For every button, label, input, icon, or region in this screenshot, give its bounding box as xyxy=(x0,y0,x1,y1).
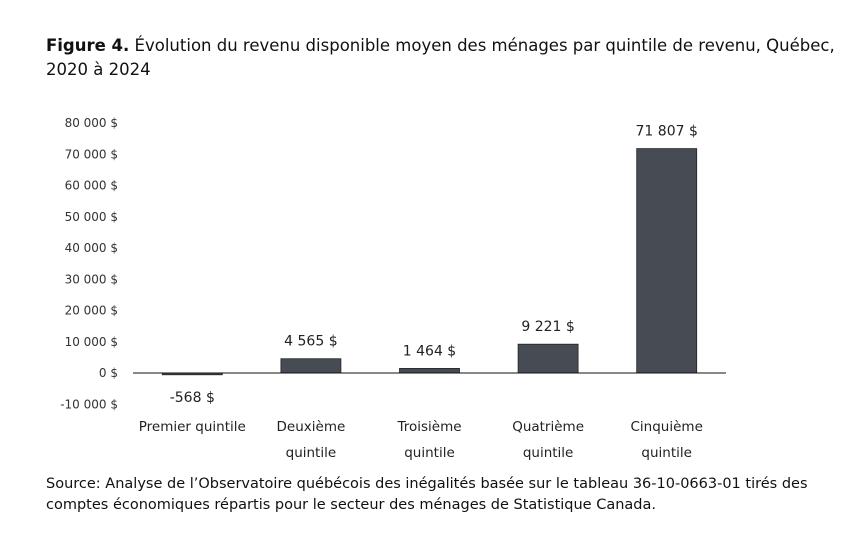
bar xyxy=(399,368,460,374)
source-note: Source: Analyse de l’Observatoire québéc… xyxy=(46,476,808,513)
x-category-label: quintile xyxy=(286,445,337,461)
y-tick-label: 20 000 $ xyxy=(65,304,118,318)
y-tick-label: -10 000 $ xyxy=(60,397,118,411)
bar xyxy=(280,358,342,374)
data-label: 4 565 $ xyxy=(284,334,337,350)
figure-title-text: Évolution du revenu disponible moyen des… xyxy=(46,36,835,79)
data-label: -568 $ xyxy=(170,390,215,406)
y-tick-label: 0 $ xyxy=(99,366,118,380)
y-tick-label: 30 000 $ xyxy=(65,272,118,286)
y-tick-label: 80 000 $ xyxy=(65,116,118,130)
data-label: 1 464 $ xyxy=(403,343,456,359)
figure-number: Figure 4. xyxy=(46,36,130,55)
x-category-label: Troisième xyxy=(396,419,461,435)
data-label: 9 221 $ xyxy=(521,319,574,335)
x-category-label: quintile xyxy=(404,445,455,461)
y-tick-label: 40 000 $ xyxy=(65,241,118,255)
figure-title: Figure 4. Évolution du revenu disponible… xyxy=(46,34,836,82)
bar xyxy=(517,343,579,374)
bar xyxy=(636,148,698,374)
data-label: 71 807 $ xyxy=(636,124,698,140)
x-category-label: Quatrième xyxy=(512,419,584,435)
y-tick-label: 60 000 $ xyxy=(65,179,118,193)
x-category-label: quintile xyxy=(523,445,574,461)
y-tick-label: 10 000 $ xyxy=(65,335,118,349)
y-tick-label: 70 000 $ xyxy=(65,147,118,161)
x-category-label: Cinquième xyxy=(631,419,703,435)
x-category-label: Deuxième xyxy=(277,419,346,435)
y-tick-label: 50 000 $ xyxy=(65,210,118,224)
x-category-label: quintile xyxy=(641,445,692,461)
x-category-label: Premier quintile xyxy=(139,419,246,435)
